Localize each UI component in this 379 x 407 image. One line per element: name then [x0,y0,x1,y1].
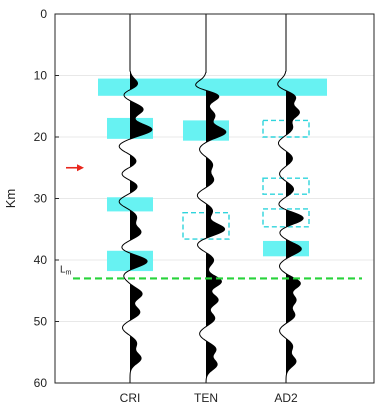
y-tick-label: 50 [34,315,48,329]
trace-fill [130,71,152,373]
highlight-box [98,78,327,96]
highlight-box-dashed [182,211,230,240]
y-tick-label: 30 [34,192,48,206]
highlight-box-dashed [262,119,310,138]
moho-label: Lm [60,264,72,276]
y-axis-title: Km [3,189,18,209]
trace-layer [118,14,304,384]
y-tick-layer: 0 10 20 30 40 50 60 [34,7,59,390]
moho-label-subscript: m [66,269,72,276]
trace-ad2 [277,14,304,383]
annotation-layer: Lm [60,164,362,280]
trace-line [118,14,153,383]
x-label-layer: CRI TEN AD2 [120,391,298,405]
trace-ten [195,14,227,384]
highlight-box [107,197,153,212]
x-tick-label-cri: CRI [120,391,141,405]
y-tick-label: 20 [34,130,48,144]
trace-line [195,14,227,384]
y-tick-label: 40 [34,253,48,267]
trace-line [277,14,304,383]
y-tick-label: 0 [40,7,47,21]
y-tick-label: 60 [34,376,48,390]
red-arrow-annotation [66,164,84,172]
y-tick-label: 10 [34,69,48,83]
trace-cri [118,14,153,383]
x-tick-label-ten: TEN [194,391,218,405]
moho-line-annotation: Lm [60,264,362,280]
trace-fill [206,90,226,379]
arrow-head [77,164,84,172]
x-tick-label-ad2: AD2 [274,391,298,405]
